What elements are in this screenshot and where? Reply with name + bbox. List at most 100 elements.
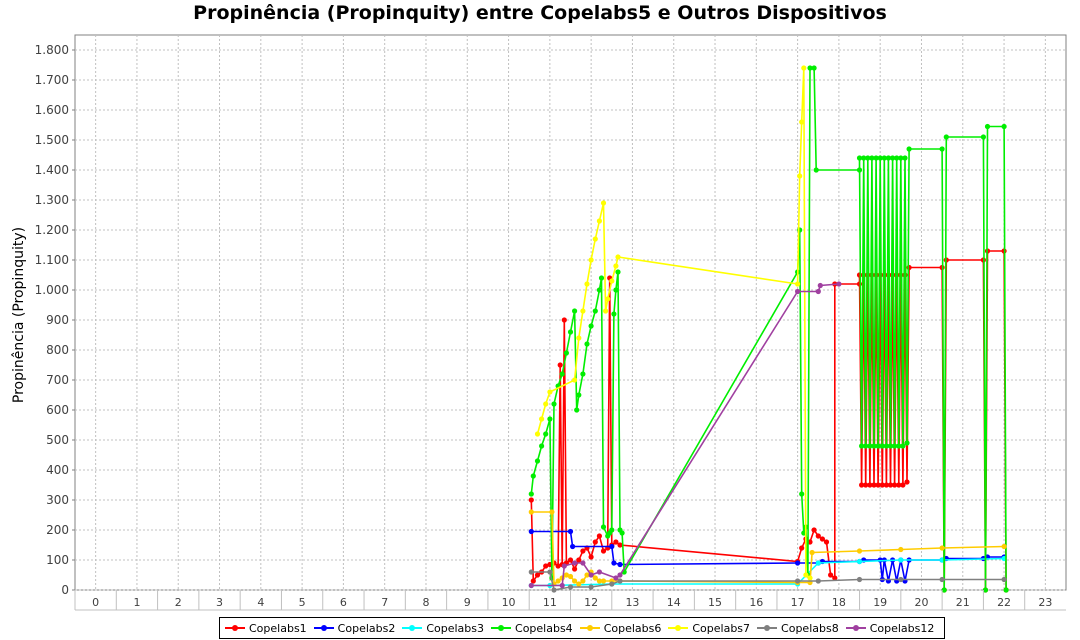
data-point	[881, 155, 887, 161]
data-point	[588, 554, 594, 560]
x-tick-label: 16	[749, 596, 763, 609]
data-point	[617, 572, 623, 578]
data-point	[609, 527, 615, 533]
data-point	[530, 473, 536, 479]
data-point	[856, 576, 863, 583]
data-point	[859, 482, 865, 488]
data-point	[613, 263, 619, 269]
data-point	[549, 509, 555, 515]
data-point	[1001, 543, 1007, 550]
series-copelabs7	[534, 65, 813, 581]
data-point	[528, 497, 534, 503]
data-point	[559, 371, 565, 377]
x-tick-label: 17	[791, 596, 805, 609]
data-point	[904, 479, 910, 485]
axes: 01002003004005006007008009001.0001.1001.…	[35, 43, 1066, 611]
legend: Copelabs1 Copelabs2 Copelabs3 Copelabs4 Cope…	[219, 617, 946, 639]
x-tick-label: 9	[464, 596, 471, 609]
data-point	[803, 572, 809, 578]
data-point	[572, 578, 578, 584]
data-point	[534, 572, 541, 578]
x-tick-label: 2	[175, 596, 182, 609]
plot-background	[74, 34, 1067, 591]
data-point	[836, 281, 842, 287]
data-point	[828, 572, 834, 578]
legend-swatch	[225, 625, 245, 631]
data-point	[567, 557, 574, 563]
data-point	[528, 509, 534, 515]
data-point	[896, 443, 902, 449]
data-point	[984, 123, 991, 130]
data-point	[815, 533, 821, 539]
x-tick-label: 3	[216, 596, 223, 609]
series-copelabs12	[528, 281, 842, 589]
data-point	[795, 281, 801, 287]
x-tick-label: 12	[584, 596, 598, 609]
data-point	[534, 458, 541, 464]
y-tick-label: 1.400	[35, 163, 69, 177]
data-point	[815, 560, 821, 566]
data-point	[613, 539, 619, 545]
x-tick-label: 22	[997, 596, 1011, 609]
data-point	[898, 557, 904, 563]
data-point	[890, 155, 896, 161]
data-point	[530, 578, 536, 584]
data-point	[809, 549, 815, 556]
data-point	[902, 155, 908, 161]
legend-swatch	[313, 625, 334, 631]
data-point	[570, 543, 576, 550]
legend-label: Copelabs4	[515, 621, 573, 635]
data-point	[906, 264, 912, 271]
series-copelabs8	[528, 569, 1007, 593]
data-point	[1001, 123, 1007, 130]
legend-item: Copelabs2	[313, 621, 396, 635]
data-point	[617, 561, 623, 568]
legend-label: Copelabs2	[337, 621, 396, 635]
data-point	[819, 536, 826, 542]
data-point	[528, 491, 534, 497]
data-point	[873, 155, 879, 161]
data-point	[807, 575, 813, 581]
data-point	[547, 416, 553, 422]
data-point	[528, 569, 534, 575]
data-point	[609, 581, 615, 587]
data-point	[797, 173, 803, 179]
data-point	[576, 581, 582, 587]
x-tick-label: 8	[422, 596, 429, 609]
x-tick-label: 0	[92, 596, 99, 609]
data-point	[567, 528, 574, 535]
data-point	[557, 362, 563, 368]
data-point	[543, 563, 549, 569]
data-point	[567, 573, 574, 580]
y-tick-label: 400	[46, 463, 69, 477]
legend-swatch	[668, 625, 689, 631]
y-tick-label: 0	[61, 583, 69, 597]
data-point	[807, 65, 813, 71]
data-point	[576, 392, 582, 398]
data-point	[879, 443, 885, 449]
data-point	[811, 527, 817, 533]
data-point	[580, 308, 586, 314]
y-tick-label: 300	[46, 493, 69, 507]
data-point	[559, 582, 565, 589]
data-point	[856, 558, 863, 565]
x-tick-label: 11	[543, 596, 557, 609]
data-point	[598, 275, 605, 281]
data-point	[815, 578, 821, 584]
data-point	[871, 482, 877, 488]
data-point	[879, 482, 885, 488]
data-point	[592, 575, 598, 581]
data-point	[939, 545, 945, 551]
y-tick-label: 200	[46, 523, 69, 537]
data-point	[795, 288, 801, 295]
data-point	[609, 278, 615, 284]
data-point	[867, 482, 873, 488]
y-tick-label: 1.500	[35, 133, 69, 147]
data-point	[894, 155, 900, 161]
x-tick-label: 19	[873, 596, 887, 609]
data-point	[605, 296, 611, 302]
data-point	[896, 482, 902, 488]
data-point	[596, 218, 603, 224]
data-point	[613, 287, 619, 293]
data-point	[906, 146, 912, 152]
